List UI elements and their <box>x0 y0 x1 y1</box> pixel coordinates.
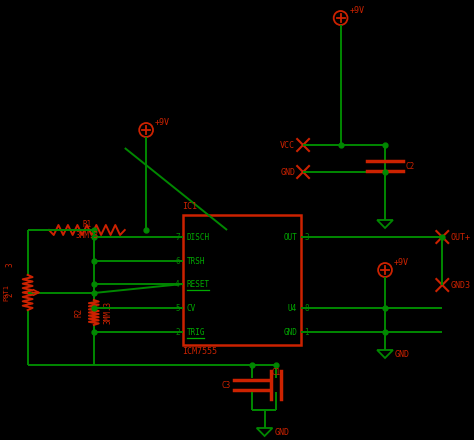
Text: GND: GND <box>283 327 297 337</box>
Text: 4: 4 <box>175 279 180 289</box>
Text: OUT+: OUT+ <box>450 232 470 242</box>
Text: 7: 7 <box>175 232 180 242</box>
Text: 8: 8 <box>304 304 309 312</box>
Text: GND: GND <box>280 168 295 176</box>
Text: IC1: IC1 <box>182 202 198 211</box>
Text: U4: U4 <box>288 304 297 312</box>
Text: GND: GND <box>395 349 410 359</box>
Text: POT1: POT1 <box>3 284 9 301</box>
Text: 2: 2 <box>6 293 15 297</box>
Text: R1: R1 <box>82 220 91 229</box>
Text: +9V: +9V <box>394 258 409 267</box>
Text: 5: 5 <box>175 304 180 312</box>
Text: C3: C3 <box>222 381 231 389</box>
Text: 3: 3 <box>304 232 309 242</box>
Text: 1: 1 <box>304 327 309 337</box>
Text: ICM7555: ICM7555 <box>182 347 218 356</box>
Text: +9V: +9V <box>155 118 170 127</box>
Text: GND3: GND3 <box>450 281 470 290</box>
Text: OUT: OUT <box>283 232 297 242</box>
Text: C1: C1 <box>272 368 281 377</box>
Text: RESET: RESET <box>187 279 210 289</box>
Text: 6: 6 <box>175 257 180 265</box>
Text: VCC: VCC <box>280 140 295 150</box>
Text: 3MM.3: 3MM.3 <box>75 231 99 240</box>
Text: C2: C2 <box>406 161 415 171</box>
Text: CV: CV <box>187 304 196 312</box>
Bar <box>182 215 301 345</box>
Text: 2: 2 <box>175 327 180 337</box>
Text: DISCH: DISCH <box>187 232 210 242</box>
Text: TRSH: TRSH <box>187 257 205 265</box>
Text: 3: 3 <box>6 263 15 268</box>
Text: R2: R2 <box>75 308 84 317</box>
Text: +9V: +9V <box>349 6 365 15</box>
Text: TRIG: TRIG <box>187 327 205 337</box>
Text: 3MM.3: 3MM.3 <box>104 301 113 324</box>
Text: GND: GND <box>274 428 290 436</box>
